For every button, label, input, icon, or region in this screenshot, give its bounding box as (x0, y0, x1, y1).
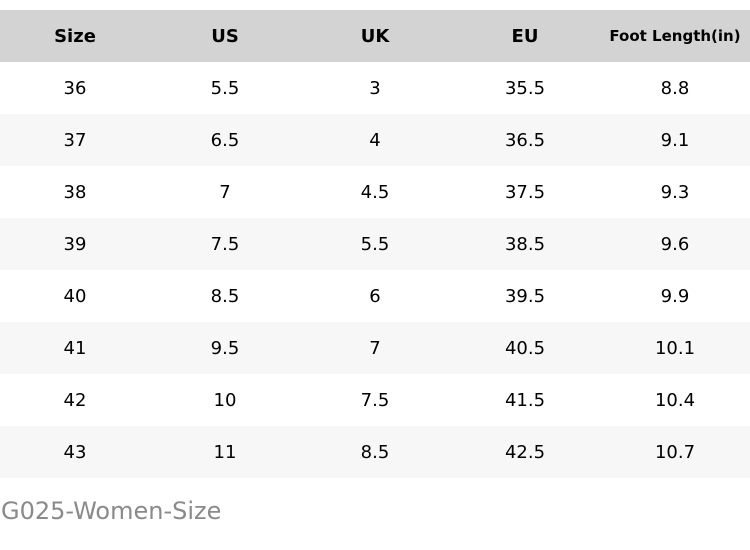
header-row: Size US UK EU Foot Length(in) (0, 10, 750, 62)
size-chart-body: 36 5.5 3 35.5 8.8 37 6.5 4 36.5 9.1 38 7 4.5 37.5 9.3 3… (0, 62, 750, 478)
table-row: 39 7.5 5.5 38.5 9.6 (0, 218, 750, 270)
table-cell: 7 (369, 337, 381, 359)
table-row: 38 7 4.5 37.5 9.3 (0, 166, 750, 218)
table-cell: 11 (213, 441, 237, 463)
size-chart-table: Size US UK EU Foot Length(in) 36 5.5 3 35.5 8.8 3… (0, 10, 750, 478)
table-cell: 3 (369, 77, 381, 99)
table-cell: 40.5 (504, 337, 546, 359)
table-cell: 8.8 (660, 77, 690, 99)
table-cell: 10 (213, 389, 237, 411)
column-header: US (150, 10, 300, 62)
column-header: Size (0, 10, 150, 62)
table-row: 43 11 8.5 42.5 10.7 (0, 426, 750, 478)
table-cell: 42.5 (504, 441, 546, 463)
table-cell: 10.4 (654, 389, 696, 411)
table-cell: 38 (63, 181, 87, 203)
table-cell: 9.3 (660, 181, 690, 203)
table-row: 37 6.5 4 36.5 9.1 (0, 114, 750, 166)
table-row: 41 9.5 7 40.5 10.1 (0, 322, 750, 374)
table-cell: 7.5 (360, 389, 390, 411)
table-cell: 41 (63, 337, 87, 359)
table-cell: 9.6 (660, 233, 690, 255)
table-cell: 42 (63, 389, 87, 411)
table-cell: 36.5 (504, 129, 546, 151)
table-cell: 9.9 (660, 285, 690, 307)
table-cell: 8.5 (360, 441, 390, 463)
table-cell: 5.5 (210, 77, 240, 99)
table-cell: 37.5 (504, 181, 546, 203)
table-cell: 10.7 (654, 441, 696, 463)
size-chart-header: Size US UK EU Foot Length(in) (0, 10, 750, 62)
table-cell: 38.5 (504, 233, 546, 255)
table-cell: 5.5 (360, 233, 390, 255)
table-cell: 36 (63, 77, 87, 99)
column-header: UK (300, 10, 450, 62)
table-cell: 39 (63, 233, 87, 255)
table-cell: 6.5 (210, 129, 240, 151)
table-row: 36 5.5 3 35.5 8.8 (0, 62, 750, 114)
table-cell: 7 (219, 181, 231, 203)
table-cell: 43 (63, 441, 87, 463)
table-cell: 9.5 (210, 337, 240, 359)
table-cell: 35.5 (504, 77, 546, 99)
column-header: EU (450, 10, 600, 62)
table-cell: 41.5 (504, 389, 546, 411)
table-cell: 7.5 (210, 233, 240, 255)
column-header: Foot Length(in) (600, 10, 750, 62)
table-cell: 4.5 (360, 181, 390, 203)
table-cell: 37 (63, 129, 87, 151)
table-cell: 40 (63, 285, 87, 307)
table-cell: 6 (369, 285, 381, 307)
chart-caption: G025-Women-Size (1, 497, 222, 525)
table-cell: 39.5 (504, 285, 546, 307)
table-cell: 10.1 (654, 337, 696, 359)
table-cell: 8.5 (210, 285, 240, 307)
table-row: 40 8.5 6 39.5 9.9 (0, 270, 750, 322)
table-row: 42 10 7.5 41.5 10.4 (0, 374, 750, 426)
table-cell: 9.1 (660, 129, 690, 151)
table-cell: 4 (369, 129, 381, 151)
